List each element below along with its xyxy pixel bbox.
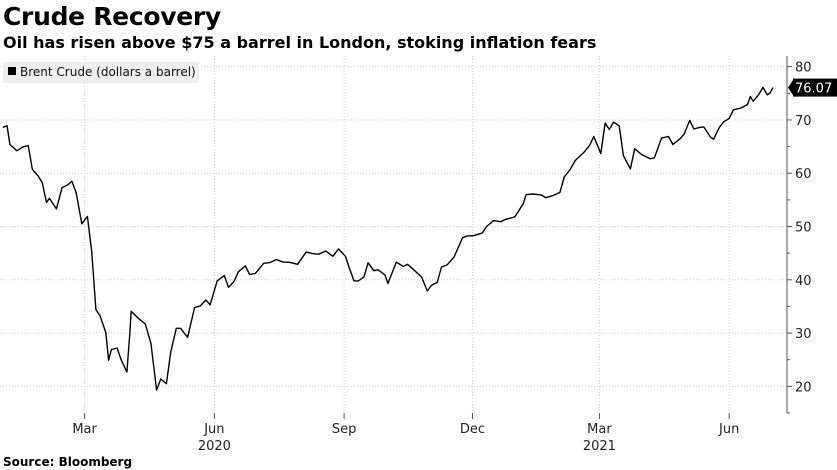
legend-box: [3, 62, 199, 83]
plot-area: Brent Crude (dollars a barrel): [3, 62, 199, 83]
last-value-pointer: [788, 78, 794, 97]
x-tick-label: Dec: [460, 422, 485, 437]
x-axis: Mar Jun Sep Dec Mar Jun 2020 2021: [72, 413, 739, 454]
last-value-marker: 76.07: [788, 78, 837, 97]
x-year-label: 2021: [583, 439, 616, 454]
x-year-label: 2020: [198, 439, 231, 454]
legend-label: Brent Crude (dollars a barrel): [20, 65, 196, 79]
y-tick-label: 20: [795, 380, 812, 395]
last-value-label: 76.07: [795, 82, 832, 97]
chart-subtitle: Oil has risen above $75 a barrel in Lond…: [3, 33, 597, 52]
y-tick-label: 40: [795, 274, 812, 289]
source-note: Source: Bloomberg: [3, 455, 133, 469]
y-axis: 20 30 40 50 60 70 80: [786, 56, 812, 414]
series-line-brent-crude: [2, 86, 774, 391]
last-value-box: [793, 78, 837, 97]
y-tick-label: 30: [795, 327, 812, 342]
y-tick-label: 50: [795, 221, 812, 236]
legend-swatch: [8, 67, 16, 75]
y-tick-label: 60: [795, 167, 812, 182]
chart-title: Crude Recovery: [3, 2, 221, 31]
gridlines: [0, 56, 787, 413]
x-tick-label: Mar: [72, 422, 97, 437]
x-tick-label: Jun: [203, 422, 224, 437]
series-group: [2, 86, 774, 391]
x-tick-label: Jun: [718, 422, 739, 437]
x-tick-label: Sep: [332, 422, 357, 437]
y-tick-label: 80: [795, 61, 812, 76]
x-tick-label: Mar: [587, 422, 612, 437]
y-tick-label: 70: [795, 114, 812, 129]
